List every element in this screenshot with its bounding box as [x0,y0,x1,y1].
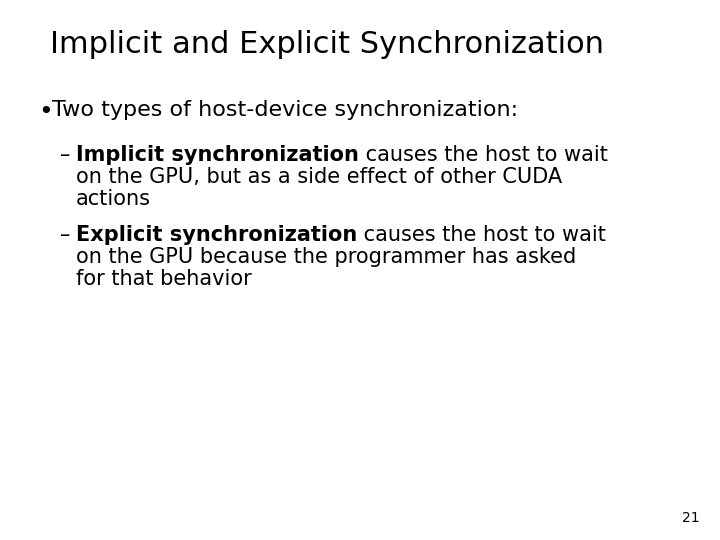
Text: 21: 21 [683,511,700,525]
Text: Implicit and Explicit Synchronization: Implicit and Explicit Synchronization [50,30,604,59]
Text: Explicit synchronization: Explicit synchronization [76,225,357,245]
Text: actions: actions [76,189,151,209]
Text: •: • [38,100,53,124]
Text: causes the host to wait: causes the host to wait [359,145,608,165]
Text: Implicit synchronization: Implicit synchronization [76,145,359,165]
Text: on the GPU because the programmer has asked: on the GPU because the programmer has as… [76,247,576,267]
Text: causes the host to wait: causes the host to wait [357,225,606,245]
Text: for that behavior: for that behavior [76,269,252,289]
Text: –: – [60,225,71,245]
Text: –: – [60,145,71,165]
Text: Two types of host-device synchronization:: Two types of host-device synchronization… [52,100,518,120]
Text: on the GPU, but as a side effect of other CUDA: on the GPU, but as a side effect of othe… [76,167,562,187]
